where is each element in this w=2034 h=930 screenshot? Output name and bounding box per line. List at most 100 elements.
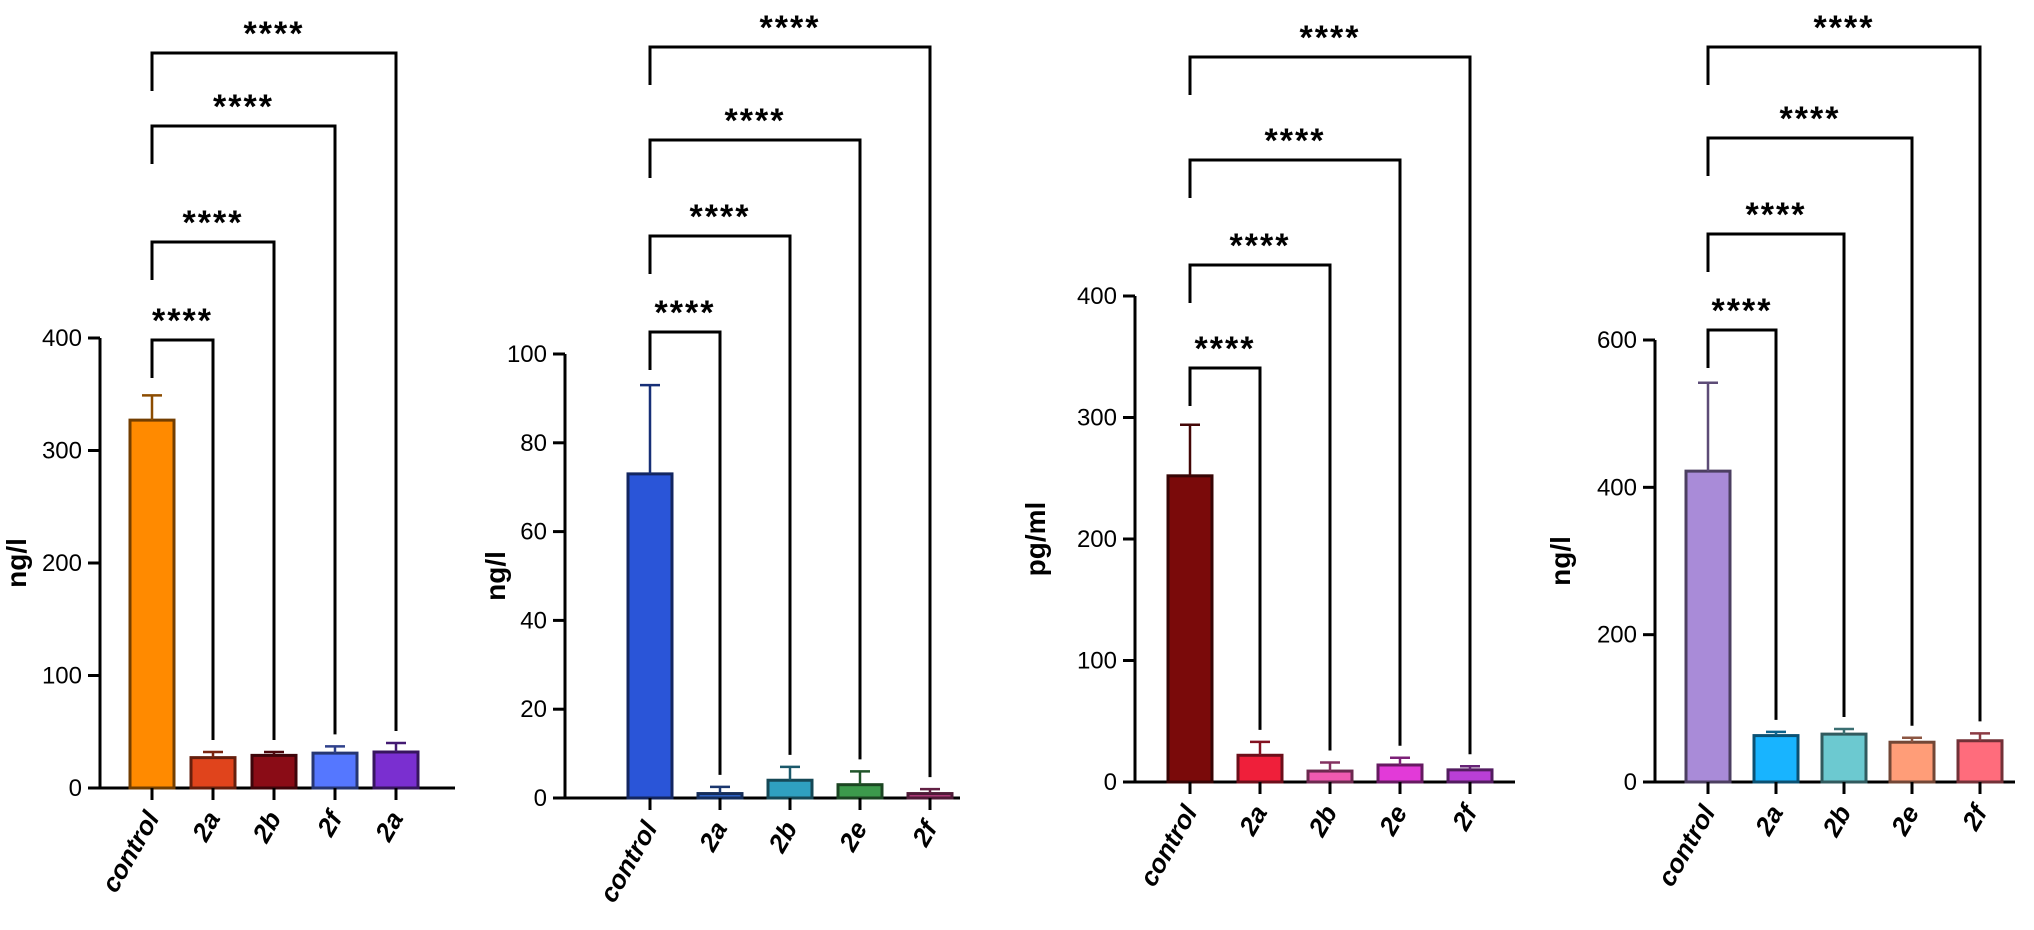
bar-2a: [1236, 753, 1284, 784]
chart-panel-1: 0 100 200 300 400 ng/l control 2a 2b 2f 2a **** ****…: [1, 15, 455, 897]
x-tick-label: 2a: [692, 816, 733, 857]
significance-bracket: [1188, 55, 1472, 755]
significance-label: ****: [760, 9, 821, 47]
y-tick-label: 80: [520, 430, 547, 457]
significance-bracket: [648, 138, 862, 760]
y-tick-label: 0: [1624, 769, 1637, 796]
y-tick-label: 100: [1077, 648, 1117, 675]
chart-panel-3: 0 100 200 300 400 pg/ml control 2a 2b 2e 2f **** ***…: [1020, 19, 1515, 891]
bar-2b: [1820, 732, 1868, 784]
significance-label: ****: [1230, 227, 1291, 265]
significance-bracket: [1706, 45, 1982, 722]
y-tick-label: 400: [1597, 474, 1637, 501]
y-tick-label: 0: [1104, 769, 1117, 796]
significance-label: ****: [183, 204, 244, 242]
y-tick-label: 100: [42, 663, 82, 690]
x-tick-label: 2b: [762, 816, 804, 858]
significance-bracket: [150, 51, 398, 731]
x-tick-label: 2f: [905, 814, 944, 852]
y-tick-label: 100: [507, 341, 547, 368]
significance-bracket: [150, 338, 215, 740]
significance-bracket: [1706, 136, 1914, 726]
significance-label: ****: [213, 88, 274, 126]
bar-control: [1684, 469, 1732, 784]
significance-bracket: [1188, 158, 1402, 746]
y-axis-title: pg/ml: [1020, 502, 1051, 577]
x-tick-label: 2a: [185, 806, 226, 847]
significance-label: ****: [1780, 100, 1841, 138]
significance-bracket: [1188, 263, 1332, 751]
chart-panel-2: 0 20 40 60 80 100 ng/l control 2a 2b 2e 2f **** **** *…: [480, 9, 960, 907]
chart-panel-4: 0 200 400 600 ng/l control 2a 2b 2e 2f **** **** ***…: [1545, 9, 2015, 891]
y-tick-label: 400: [42, 325, 82, 352]
significance-bracket: [1706, 232, 1846, 717]
x-tick-label: 2a: [1232, 800, 1273, 841]
significance-label: ****: [1195, 330, 1256, 368]
x-tick-label: 2a: [1748, 800, 1789, 841]
x-tick-label: 2e: [832, 816, 873, 857]
bar-2b: [250, 753, 298, 790]
significance-bracket: [1188, 366, 1262, 730]
significance-label: ****: [725, 102, 786, 140]
significance-bracket: [648, 45, 932, 778]
y-axis-title: ng/l: [1, 538, 32, 588]
bar-control: [128, 418, 176, 790]
significance-bracket: [648, 330, 722, 775]
significance-bracket: [150, 124, 337, 735]
significance-bracket: [150, 240, 276, 740]
y-tick-label: 600: [1597, 327, 1637, 354]
y-tick-label: 300: [42, 438, 82, 465]
x-tick-label: 2e: [1884, 800, 1925, 841]
significance-label: ****: [244, 15, 305, 53]
bar-2f: [906, 792, 954, 800]
bar-2a: [1752, 734, 1800, 784]
significance-label: ****: [1712, 292, 1773, 330]
y-tick-label: 20: [520, 696, 547, 723]
significance-label: ****: [1746, 196, 1807, 234]
bar-2a: [696, 792, 744, 800]
x-tick-label: 2f: [1445, 798, 1484, 836]
y-tick-label: 0: [69, 775, 82, 802]
bar-2f: [311, 751, 359, 790]
x-tick-label: 2b: [246, 806, 288, 848]
x-tick-label: 2b: [1816, 800, 1858, 842]
x-tick-label: 2f: [310, 804, 349, 842]
y-tick-label: 60: [520, 519, 547, 546]
bar-control: [626, 472, 674, 800]
bar-2e: [836, 783, 884, 800]
y-tick-label: 40: [520, 607, 547, 634]
y-tick-label: 200: [42, 550, 82, 577]
significance-label: ****: [1300, 19, 1361, 57]
significance-label: ****: [690, 198, 751, 236]
y-tick-label: 200: [1597, 622, 1637, 649]
significance-label: ****: [1814, 9, 1875, 47]
x-tick-label: control: [95, 805, 165, 897]
significance-bracket: [1706, 328, 1778, 720]
significance-label: ****: [152, 302, 213, 340]
bar-2e: [1888, 740, 1936, 784]
y-tick-label: 200: [1077, 526, 1117, 553]
y-tick-label: 0: [534, 785, 547, 812]
y-axis-title: ng/l: [480, 551, 511, 601]
bar-2a: [372, 750, 420, 790]
x-tick-label: control: [1133, 799, 1203, 891]
bar-2f: [1956, 739, 2004, 784]
significance-label: ****: [655, 294, 716, 332]
x-tick-label: 2f: [1955, 798, 1994, 836]
bar-2b: [766, 778, 814, 800]
bar-2a: [189, 756, 237, 790]
x-tick-label: 2b: [1302, 800, 1344, 842]
significance-label: ****: [1265, 122, 1326, 160]
y-tick-label: 300: [1077, 405, 1117, 432]
bar-2f: [1446, 768, 1494, 784]
y-axis-title: ng/l: [1545, 536, 1576, 586]
x-tick-label: 2e: [1372, 800, 1413, 841]
significance-bracket: [648, 234, 792, 755]
bar-2b: [1306, 769, 1354, 784]
x-tick-label: control: [593, 815, 663, 907]
bar-2e: [1376, 763, 1424, 784]
x-tick-label: 2a: [368, 806, 409, 847]
x-tick-label: control: [1651, 799, 1721, 891]
bar-control: [1166, 474, 1214, 784]
